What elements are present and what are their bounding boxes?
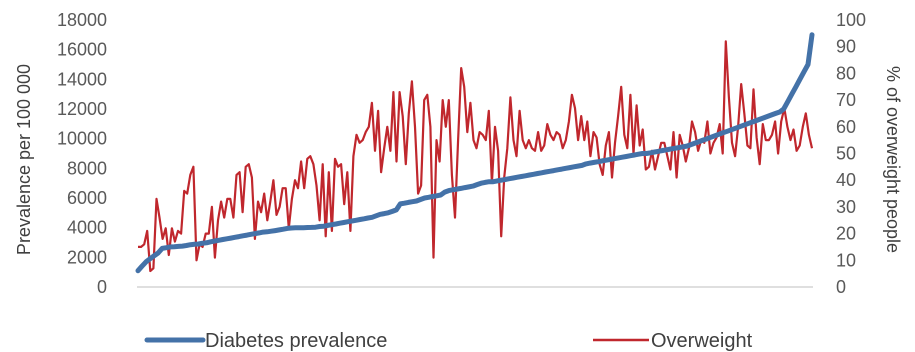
right-tick-label: 90 [836, 37, 856, 57]
left-axis-ticks: 0 2000 4000 6000 8000 10000 12000 14000 16000 180… [57, 10, 107, 297]
right-tick-label: 70 [836, 90, 856, 110]
right-tick-label: 30 [836, 197, 856, 217]
left-tick-label: 4000 [67, 218, 107, 238]
right-tick-label: 40 [836, 170, 856, 190]
left-tick-label: 14000 [57, 69, 107, 89]
right-tick-label: 0 [836, 277, 846, 297]
diabetes-prevalence-line [135, 32, 815, 274]
right-tick-label: 20 [836, 224, 856, 244]
right-tick-label: 10 [836, 250, 856, 270]
left-tick-label: 16000 [57, 40, 107, 60]
legend: Diabetes prevalence Overweight [144, 330, 753, 352]
left-tick-label: 10000 [57, 129, 107, 149]
left-tick-label: 18000 [57, 10, 107, 30]
right-tick-label: 100 [836, 10, 866, 30]
right-axis-title: % of overweight people [883, 66, 903, 253]
overweight-line [138, 40, 814, 273]
left-tick-label: 2000 [67, 247, 107, 267]
left-tick-label: 8000 [67, 158, 107, 178]
right-axis-ticks: 0 10 20 30 40 50 60 70 80 90 100 [836, 10, 866, 297]
left-tick-label: 0 [97, 277, 107, 297]
right-tick-label: 60 [836, 117, 856, 137]
left-axis-title: Prevalence per 100 000 [14, 64, 34, 255]
left-tick-label: 6000 [67, 188, 107, 208]
legend-label-diabetes: Diabetes prevalence [205, 330, 387, 352]
right-tick-label: 80 [836, 63, 856, 83]
legend-label-overweight: Overweight [651, 330, 753, 352]
right-tick-label: 50 [836, 144, 856, 164]
left-tick-label: 12000 [57, 99, 107, 119]
